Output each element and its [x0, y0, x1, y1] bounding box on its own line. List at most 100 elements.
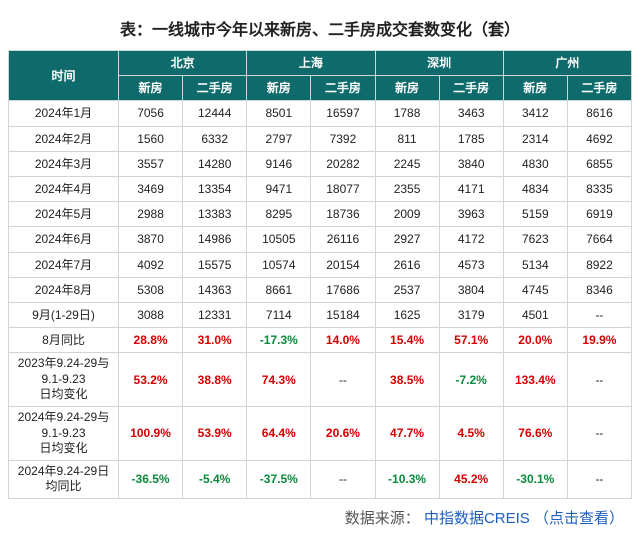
cell: 8661	[247, 277, 311, 302]
cell: 18736	[311, 202, 375, 227]
row-label: 9月(1-29日)	[9, 302, 119, 327]
cell: 2314	[503, 126, 567, 151]
table-title: 表：一线城市今年以来新房、二手房成交套数变化（套）	[8, 16, 632, 40]
cell: 5308	[119, 277, 183, 302]
cell: 2988	[119, 202, 183, 227]
cell: 4172	[439, 227, 503, 252]
cell: 4501	[503, 302, 567, 327]
cell: 3557	[119, 151, 183, 176]
cell: --	[567, 353, 631, 407]
cell: 20.0%	[503, 328, 567, 353]
cell: 14280	[183, 151, 247, 176]
row-label: 2024年9.24-29日均同比	[9, 460, 119, 498]
cell: 53.2%	[119, 353, 183, 407]
header-subcol: 新房	[375, 76, 439, 101]
cell: 5159	[503, 202, 567, 227]
table-row: 2024年1月705612444850116597178834633412861…	[9, 101, 632, 126]
cell: 28.8%	[119, 328, 183, 353]
table-row: 2024年9.24-29日均同比-36.5%-5.4%-37.5%---10.3…	[9, 460, 632, 498]
table-row: 9月(1-29日)308812331711415184162531794501-…	[9, 302, 632, 327]
cell: 6919	[567, 202, 631, 227]
cell: 4.5%	[439, 407, 503, 461]
page: 表：一线城市今年以来新房、二手房成交套数变化（套） 时间 北京 上海 深圳 广州…	[0, 0, 640, 536]
cell: 3463	[439, 101, 503, 126]
table-row: 2023年9.24-29与9.1-9.23日均变化53.2%38.8%74.3%…	[9, 353, 632, 407]
cell: --	[311, 460, 375, 498]
cell: 8346	[567, 277, 631, 302]
cell: 38.5%	[375, 353, 439, 407]
cell: 2245	[375, 151, 439, 176]
table-row: 2024年8月530814363866117686253738044745834…	[9, 277, 632, 302]
cell: 6332	[183, 126, 247, 151]
cell: 1785	[439, 126, 503, 151]
header-city-2: 深圳	[375, 51, 503, 76]
header-time: 时间	[9, 51, 119, 101]
row-label: 2024年6月	[9, 227, 119, 252]
cell: 5134	[503, 252, 567, 277]
cell: 15184	[311, 302, 375, 327]
header-subcol: 二手房	[439, 76, 503, 101]
cell: 7623	[503, 227, 567, 252]
cell: 4092	[119, 252, 183, 277]
header-subcol: 新房	[503, 76, 567, 101]
cell: 20154	[311, 252, 375, 277]
footer-prefix: 数据来源：	[345, 510, 420, 527]
cell: 13383	[183, 202, 247, 227]
cell: 2537	[375, 277, 439, 302]
cell: 7056	[119, 101, 183, 126]
cell: 4830	[503, 151, 567, 176]
cell: 19.9%	[567, 328, 631, 353]
row-label: 2024年2月	[9, 126, 119, 151]
cell: 3088	[119, 302, 183, 327]
cell: 45.2%	[439, 460, 503, 498]
cell: 7392	[311, 126, 375, 151]
cell: 6855	[567, 151, 631, 176]
cell: 2797	[247, 126, 311, 151]
cell: -7.2%	[439, 353, 503, 407]
cell: 2927	[375, 227, 439, 252]
cell: -17.3%	[247, 328, 311, 353]
cell: 1560	[119, 126, 183, 151]
cell: 15.4%	[375, 328, 439, 353]
cell: 16597	[311, 101, 375, 126]
footer: 数据来源： 中指数据CREIS （点击查看）	[8, 507, 632, 528]
cell: 8616	[567, 101, 631, 126]
cell: -36.5%	[119, 460, 183, 498]
cell: 4171	[439, 176, 503, 201]
cell: 2616	[375, 252, 439, 277]
cell: 26116	[311, 227, 375, 252]
cell: 12331	[183, 302, 247, 327]
cell: 4834	[503, 176, 567, 201]
table-body: 2024年1月705612444850116597178834633412861…	[9, 101, 632, 499]
cell: 2355	[375, 176, 439, 201]
footer-hint[interactable]: （点击查看）	[534, 510, 624, 527]
cell: 4692	[567, 126, 631, 151]
cell: 14363	[183, 277, 247, 302]
cell: 3179	[439, 302, 503, 327]
cell: 18077	[311, 176, 375, 201]
header-city-3: 广州	[503, 51, 631, 76]
cell: 74.3%	[247, 353, 311, 407]
footer-brand-link[interactable]: 中指数据CREIS	[424, 510, 530, 527]
table-row: 2024年5月298813383829518736200939635159691…	[9, 202, 632, 227]
cell: 20.6%	[311, 407, 375, 461]
cell: 1788	[375, 101, 439, 126]
table-row: 2024年2月1560633227977392811178523144692	[9, 126, 632, 151]
cell: 4745	[503, 277, 567, 302]
cell: 9471	[247, 176, 311, 201]
cell: 133.4%	[503, 353, 567, 407]
table-row: 2024年6月387014986105052611629274172762376…	[9, 227, 632, 252]
table-row: 2024年9.24-29与9.1-9.23日均变化100.9%53.9%64.4…	[9, 407, 632, 461]
cell: 20282	[311, 151, 375, 176]
header-city-1: 上海	[247, 51, 375, 76]
cell: 12444	[183, 101, 247, 126]
header-city-0: 北京	[119, 51, 247, 76]
row-label: 2023年9.24-29与9.1-9.23日均变化	[9, 353, 119, 407]
table-header: 时间 北京 上海 深圳 广州 新房二手房新房二手房新房二手房新房二手房	[9, 51, 632, 101]
cell: 8335	[567, 176, 631, 201]
cell: 3804	[439, 277, 503, 302]
cell: 31.0%	[183, 328, 247, 353]
header-subcol: 二手房	[311, 76, 375, 101]
cell: 2009	[375, 202, 439, 227]
cell: --	[567, 407, 631, 461]
